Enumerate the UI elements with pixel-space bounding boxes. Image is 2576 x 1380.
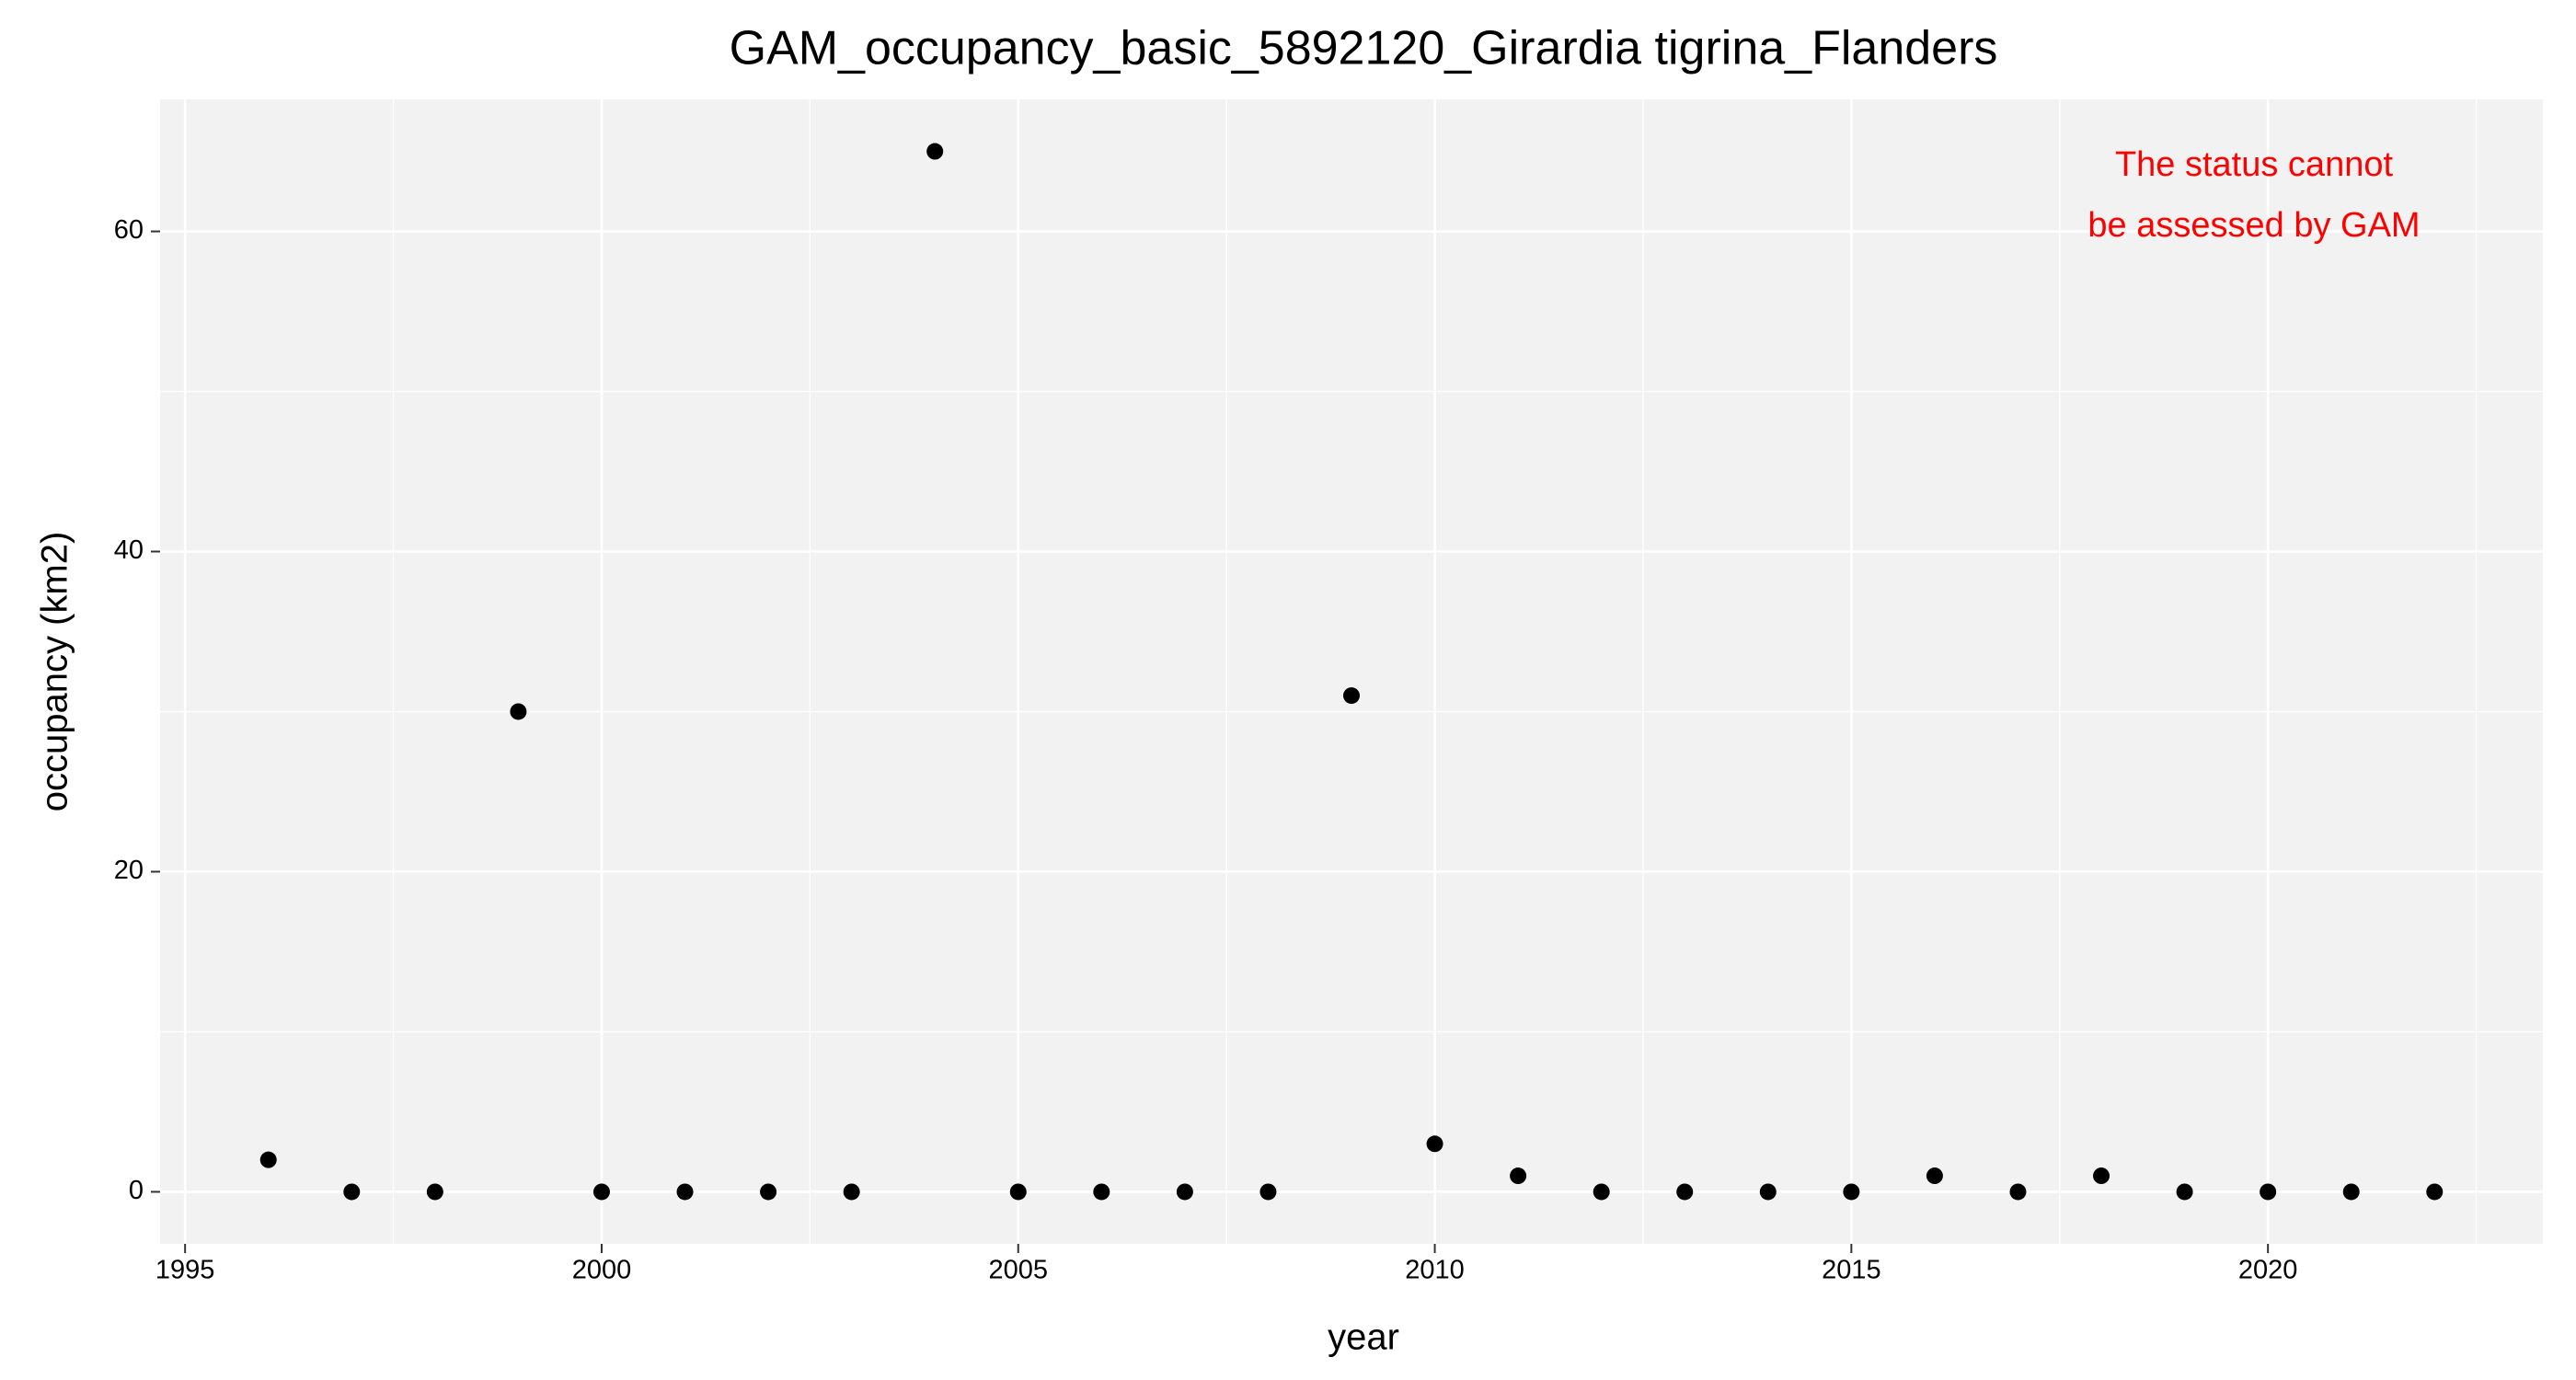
point — [510, 703, 527, 720]
point — [1259, 1183, 1277, 1201]
point — [676, 1183, 694, 1201]
point — [1926, 1167, 1943, 1185]
x-tick-label: 1995 — [155, 1256, 215, 1285]
x-tick-label: 2015 — [1822, 1256, 1881, 1285]
annotation: be assessed by GAM — [2087, 206, 2420, 245]
point — [2342, 1183, 2360, 1201]
point — [1009, 1183, 1027, 1201]
point — [1343, 687, 1360, 705]
annotation: The status cannot — [2115, 145, 2394, 184]
point — [592, 1183, 610, 1201]
x-tick-label: 2020 — [2238, 1256, 2298, 1285]
plot-panel — [160, 99, 2543, 1244]
chart-title: GAM_occupancy_basic_5892120_Girardia tig… — [730, 22, 1998, 75]
point — [1510, 1167, 1527, 1185]
point — [926, 143, 944, 160]
y-axis-label: occupancy (km2) — [35, 532, 75, 812]
point — [1676, 1183, 1694, 1201]
point — [2093, 1167, 2110, 1185]
y-tick-label: 40 — [114, 535, 144, 565]
point — [259, 1151, 277, 1168]
point — [1426, 1135, 1443, 1153]
point — [843, 1183, 860, 1201]
x-tick-label: 2000 — [572, 1256, 632, 1285]
y-tick-label: 20 — [114, 856, 144, 885]
point — [2426, 1183, 2444, 1201]
y-tick-label: 0 — [129, 1176, 144, 1205]
point — [2009, 1183, 2027, 1201]
y-tick-label: 60 — [114, 215, 144, 245]
point — [1093, 1183, 1110, 1201]
point — [760, 1183, 777, 1201]
point — [1593, 1183, 1610, 1201]
x-axis-label: year — [1328, 1317, 1399, 1358]
point — [2176, 1183, 2193, 1201]
point — [2260, 1183, 2277, 1201]
x-tick-label: 2010 — [1405, 1256, 1465, 1285]
point — [1176, 1183, 1193, 1201]
point — [426, 1183, 443, 1201]
x-tick-label: 2005 — [989, 1256, 1049, 1285]
point — [1759, 1183, 1777, 1201]
point — [1843, 1183, 1860, 1201]
point — [343, 1183, 361, 1201]
